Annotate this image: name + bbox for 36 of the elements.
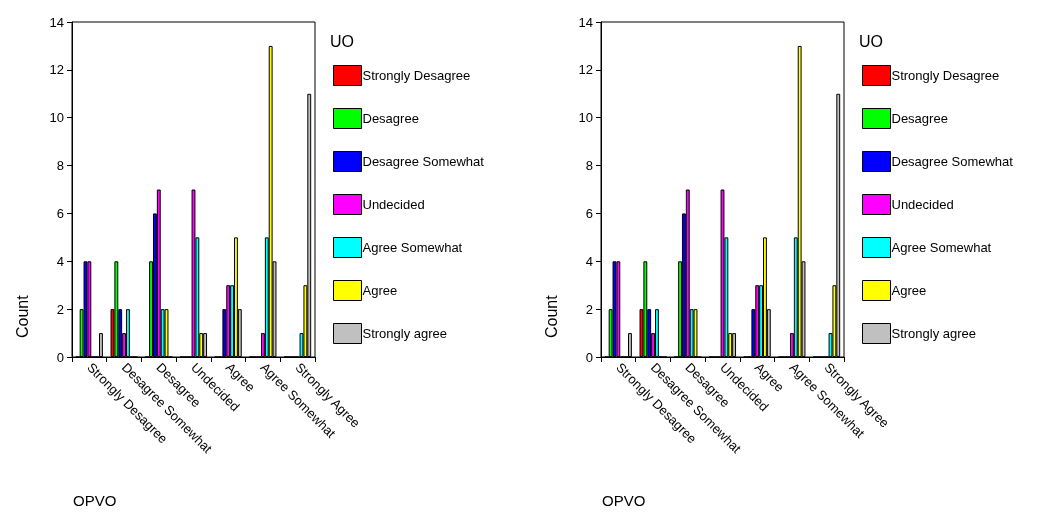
legend-label: Agree Somewhat (362, 240, 463, 255)
y-tick-label: 12 (578, 62, 593, 78)
y-tick-label: 6 (56, 205, 64, 221)
legend-label: Agree (891, 283, 927, 298)
legend-label: Desagree (891, 111, 948, 126)
y-tick-label: 6 (585, 205, 593, 221)
y-tick-label: 8 (585, 158, 593, 174)
y-tick-label: 4 (56, 253, 64, 269)
x-axis-title: OPVO (73, 492, 117, 509)
y-tick-label: 0 (56, 349, 64, 365)
x-axis-title: OPVO (602, 492, 646, 509)
y-tick-label: 14 (578, 14, 593, 30)
y-axis-title: Count (13, 294, 31, 338)
legend-label: Desagree Somewhat (891, 154, 1014, 169)
y-axis-title: Count (542, 294, 560, 338)
y-tick-label: 8 (56, 158, 64, 174)
legend-label: Undecided (891, 197, 954, 212)
legend-label: Strongly agree (891, 326, 977, 341)
y-tick-label: 4 (585, 253, 593, 269)
y-tick-label: 12 (49, 62, 64, 78)
legend-label: Desagree (362, 111, 419, 126)
y-tick-label: 14 (49, 14, 64, 30)
legend-label: Agree (362, 283, 398, 298)
legend-label: Strongly agree (362, 326, 448, 341)
y-tick-label: 10 (578, 110, 593, 126)
y-tick-label: 10 (49, 110, 64, 126)
legend-label: Desagree Somewhat (362, 154, 485, 169)
legend-label: Undecided (362, 197, 425, 212)
y-tick-label: 0 (585, 349, 593, 365)
legend-title: UO (330, 32, 354, 50)
y-tick-label: 2 (585, 301, 593, 317)
y-tick-label: 2 (56, 301, 64, 317)
legend-title: UO (859, 32, 883, 50)
legend-label: Strongly Desagree (891, 68, 1000, 83)
legend-label: Strongly Desagree (362, 68, 471, 83)
legend-label: Agree Somewhat (891, 240, 992, 255)
